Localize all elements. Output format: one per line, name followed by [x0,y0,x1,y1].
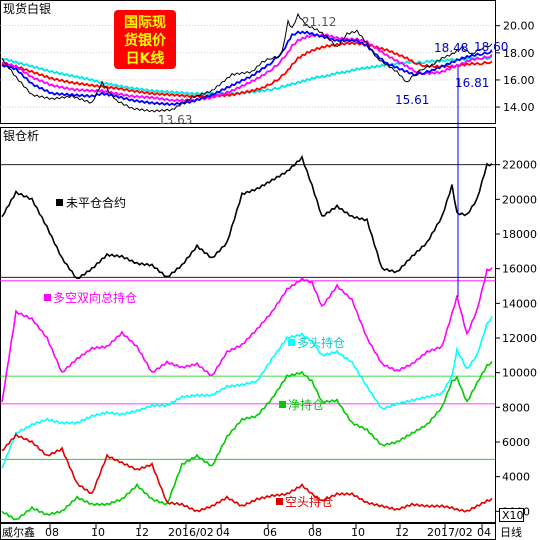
bottom-y-tick-label: 22000 [502,159,537,172]
top-y-tick-label: 16.00 [503,74,535,87]
ma-long-line [1,41,493,99]
bottom-y-tick-label: 4000 [502,471,530,484]
top-y-tick-label: 14.00 [503,101,535,114]
legend-open-interest-swatch [56,199,63,206]
bottom-y-tick-label: 6000 [502,436,530,449]
x-tick-label: 10 [351,526,365,539]
period-label: 日线 [500,525,522,539]
net-positions-line [1,360,493,521]
x-tick-label: 04 [216,526,230,539]
annotation-1860: 18.60 [474,40,508,54]
x-tick-label: 2016/02 [168,526,214,539]
legend-net-positions-label: 净持仓 [288,397,324,412]
top-y-tick-label: 18.00 [503,47,535,60]
annotation-1681: 16.81 [455,76,489,90]
total-positions-line [1,267,493,403]
open-interest-line [1,154,493,279]
top-series [1,12,493,113]
bottom-panel-title: 银仓析 [3,129,39,143]
legend-long-positions: 多头持仓 [288,335,345,350]
badge-line-1: 国际现 [124,15,166,31]
price-badge-box [114,10,176,69]
bottom-y-tick-label: 8000 [502,401,530,414]
badge-line-3: 日K线 [126,50,165,67]
bottom-y-tick-label: 20000 [502,193,537,206]
legend-long-positions-label: 多头持仓 [297,335,345,350]
legend-net-positions: 净持仓 [279,397,324,412]
bottom-y-tick-label: 12000 [502,332,537,345]
short-positions-line [1,432,493,513]
x-tick-label: 08 [308,526,322,539]
legend-long-positions-swatch [288,339,295,346]
ma-mid-line [1,33,493,103]
ma-short-line [1,30,493,107]
legend-short-positions-swatch [276,498,283,505]
legend-total-positions-label: 多空双向总持仓 [53,290,137,305]
annotation-low: 13.63 [158,113,192,127]
unit-box [499,508,524,522]
bottom-y-tick-label: 14000 [502,297,537,310]
x-tick-label: 2017/02 [427,526,473,539]
annotation-1848: 18.48 [434,41,468,55]
top-y-tick-label: 20.00 [503,20,535,33]
x-tick-label: 08 [45,526,59,539]
legend-open-interest-label: 未平仓合约 [66,195,126,210]
legend-short-positions-label: 空头持仓 [285,494,333,509]
top-y-axis: 14.00 16.00 18.00 20.00 [495,20,535,114]
annotation-1561: 15.61 [395,93,429,107]
unit-label: X10 [502,509,524,522]
badge-line-2: 货银价 [123,32,167,49]
x-tick-label: 10 [91,526,105,539]
bottom-y-tick-label: 16000 [502,263,537,276]
legend-total-positions-swatch [44,294,51,301]
brand-label: 威尔鑫 [2,525,35,539]
annotation-high: 21.12 [302,15,336,29]
x-tick-label: 06 [263,526,277,539]
bottom-y-tick-label: 18000 [502,228,537,241]
legend-open-interest: 未平仓合约 [56,195,126,210]
legend-total-positions: 多空双向总持仓 [44,290,137,305]
x-axis-strip [0,523,496,540]
bottom-series [1,154,493,521]
legend-short-positions: 空头持仓 [276,494,333,509]
bottom-y-tick-label: 10000 [502,367,537,380]
x-tick-label: 12 [395,526,409,539]
price-badge: 国际现 货银价 日K线 [114,10,176,69]
long-positions-line [1,315,493,469]
bottom-panel-frame [0,127,496,523]
top-panel-title: 现货白银 [3,1,51,16]
x-axis: 08 10 12 2016/02 04 06 08 10 12 2017/02 04 [45,524,491,539]
x-tick-label: 12 [135,526,149,539]
price-line [1,12,493,113]
bottom-y-axis: 2000400060008000100001200014000160001800… [495,159,537,518]
x-tick-label: 04 [477,526,491,539]
legend-net-positions-swatch [279,401,286,408]
bottom-grid [0,164,495,460]
